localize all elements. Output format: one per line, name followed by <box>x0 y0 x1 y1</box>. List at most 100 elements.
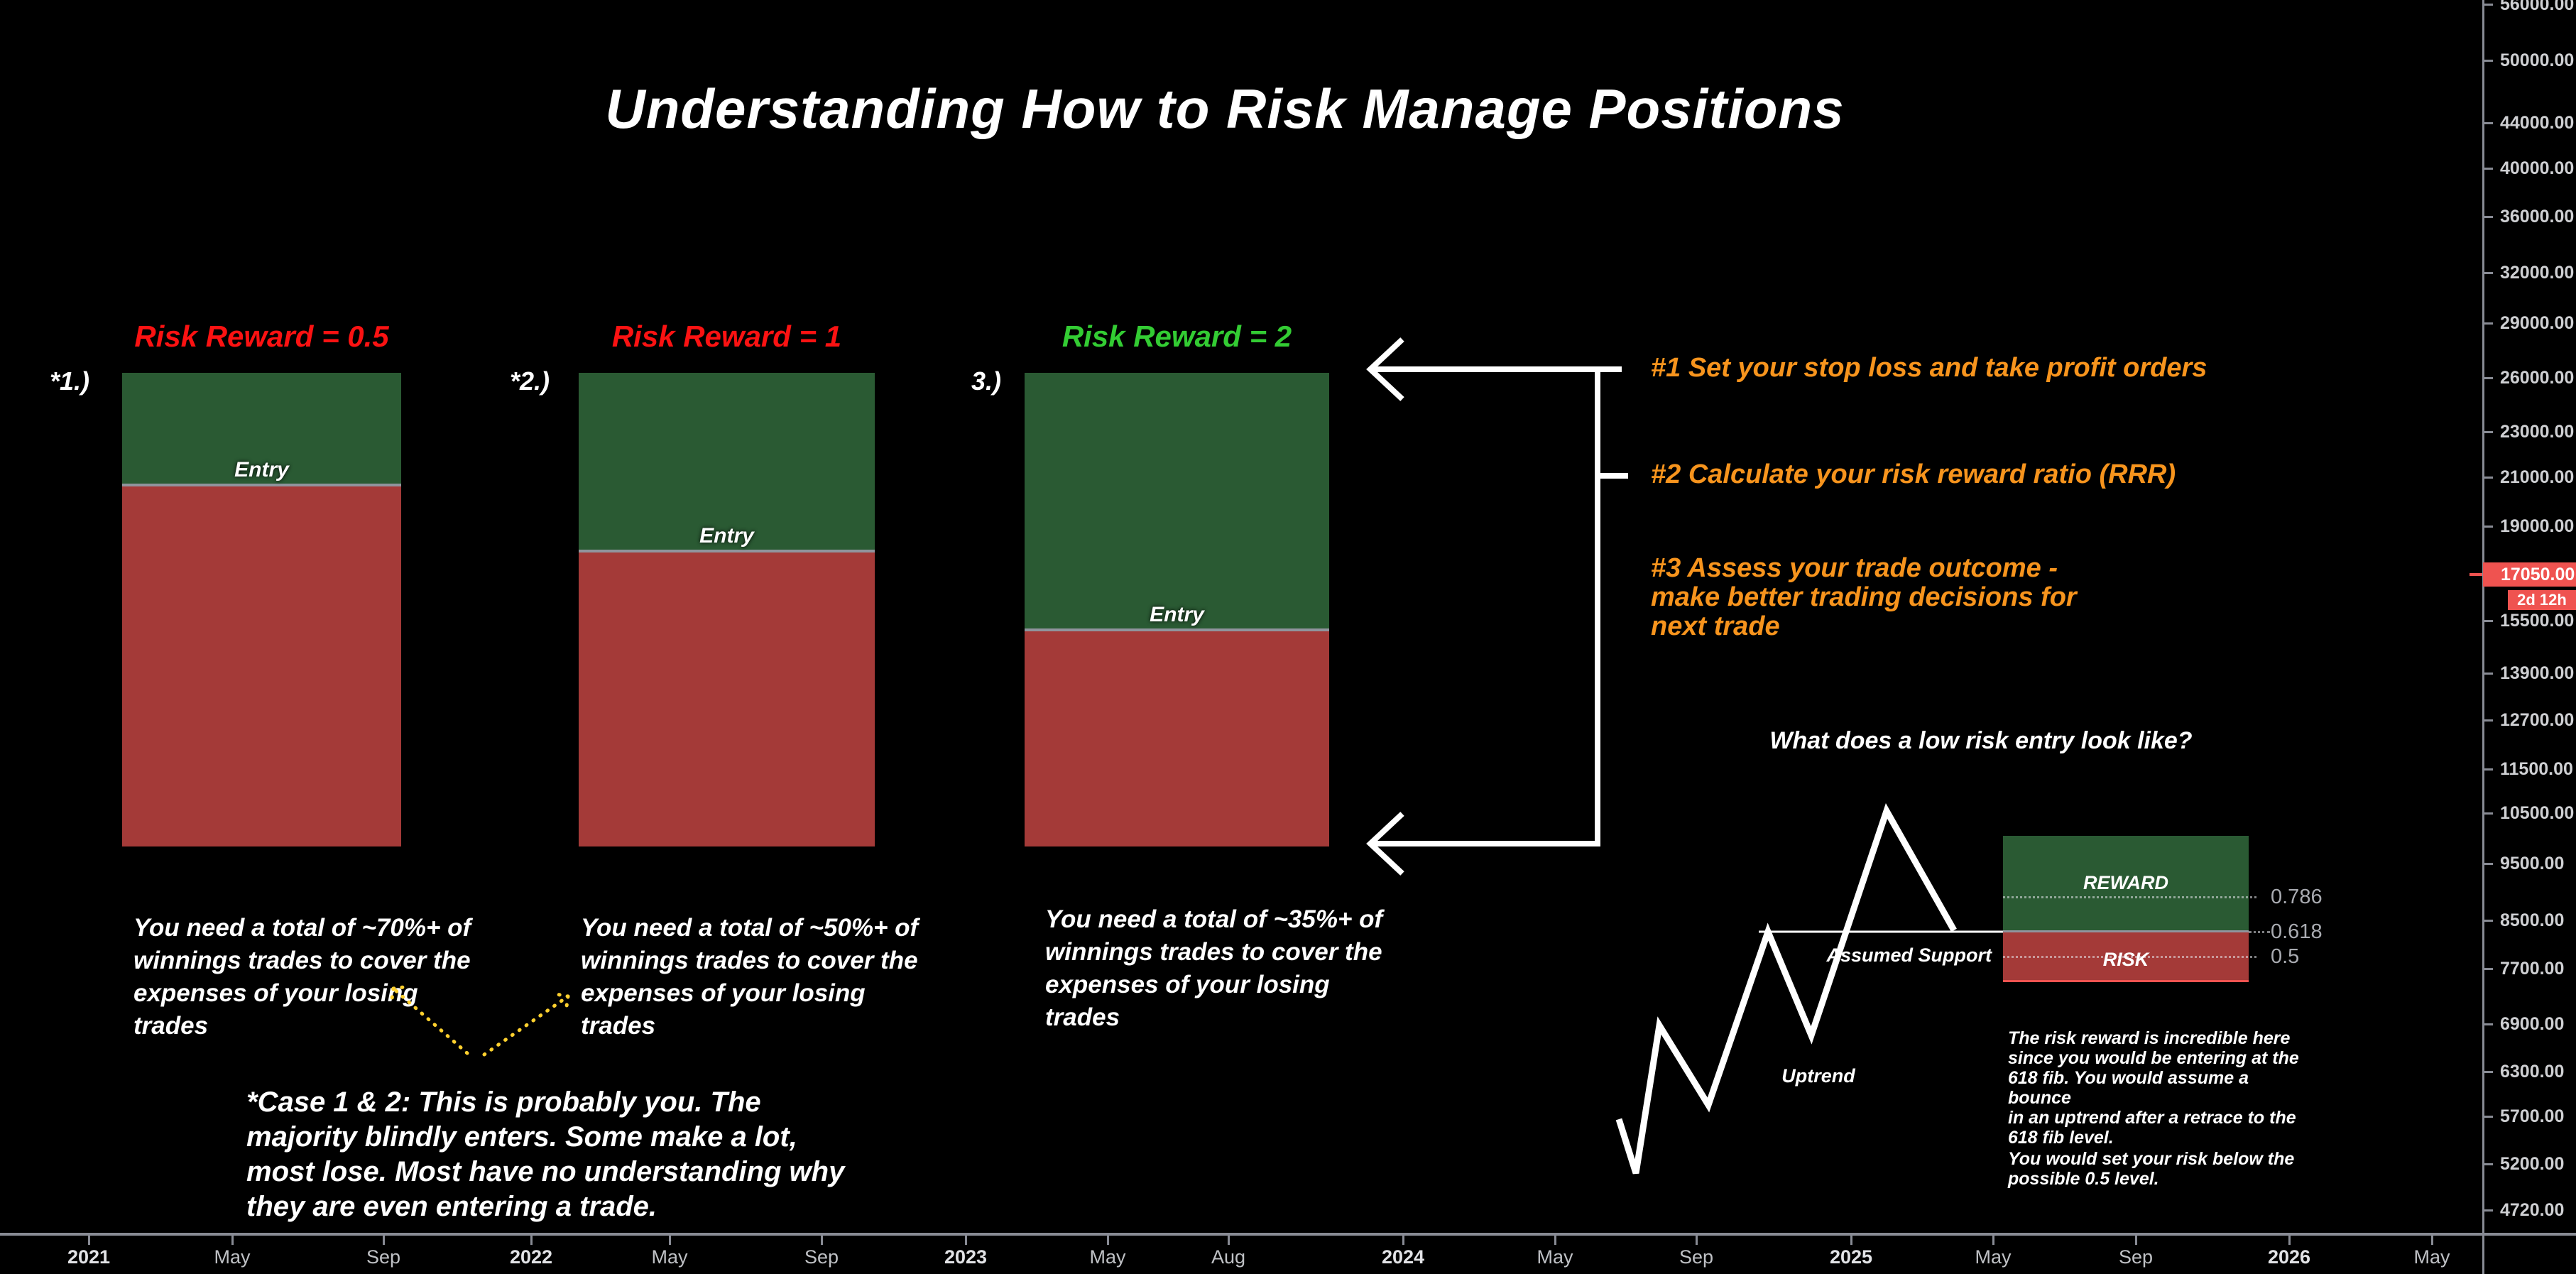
bar3-case-label: 3.) <box>971 366 1002 396</box>
price-tick-label: 44000.00 <box>2500 113 2575 133</box>
time-tick-label: May <box>1089 1246 1126 1268</box>
price-axis[interactable]: 56000.00 50000.00 44000.00 40000.00 36000.00… <box>2482 0 2576 1234</box>
price-tick <box>2482 377 2493 379</box>
bar3: Entry <box>1025 373 1329 846</box>
time-axis-border <box>0 1233 2576 1236</box>
mini-chart-question: What does a low risk entry look like? <box>1769 727 2193 754</box>
time-tick-label: 2022 <box>509 1246 553 1268</box>
price-tick <box>2482 431 2493 433</box>
price-tick-label: 32000.00 <box>2500 263 2575 283</box>
arrow-left-icon <box>1366 812 1404 876</box>
time-axis[interactable]: 2021 May Sep 2022 May Sep 2023 May Aug 2024 May Sep… <box>0 1233 2576 1274</box>
price-tick-label: 56000.00 <box>2500 0 2575 14</box>
reward-box <box>2003 836 2249 932</box>
fib-line-0786 <box>2003 896 2256 898</box>
fib-line-05 <box>2003 956 2256 958</box>
mini-chart-note-1: The risk reward is incredible here since… <box>2008 1028 2299 1148</box>
uptrend-zigzag-line <box>1615 802 1957 1175</box>
callout-step-2: #2 Calculate your risk reward ratio (RRR… <box>1651 459 2176 489</box>
assumed-support-label: Assumed Support <box>1826 944 1992 966</box>
bar3-entry-line <box>1025 628 1329 631</box>
price-tick-label: 21000.00 <box>2500 467 2575 487</box>
bar3-entry-label: Entry <box>1150 603 1204 626</box>
price-tick-label: 12700.00 <box>2500 710 2575 730</box>
bar2-entry-line <box>579 550 875 552</box>
price-tick <box>2482 719 2493 722</box>
mini-chart-note-2: You would set your risk below the possib… <box>2008 1149 2295 1189</box>
time-tick-label: May <box>651 1246 688 1268</box>
time-tick-label: May <box>1975 1246 2012 1268</box>
price-tick <box>2482 1163 2493 1165</box>
price-tick <box>2482 1209 2493 1212</box>
bar1-entry-label: Entry <box>234 458 289 481</box>
price-tick-label: 10500.00 <box>2500 803 2575 823</box>
time-tick-label: Aug <box>1211 1246 1246 1268</box>
price-tick-label: 4720.00 <box>2500 1200 2565 1220</box>
time-tick-label: May <box>2413 1246 2450 1268</box>
page-title: Understanding How to Risk Manage Positio… <box>605 77 1845 140</box>
time-tick-label: Sep <box>366 1246 401 1268</box>
bar2-risk-zone <box>579 551 875 846</box>
price-tick <box>2482 1116 2493 1118</box>
reward-label: REWARD <box>2083 872 2168 893</box>
price-tick-label: 50000.00 <box>2500 50 2575 70</box>
time-tick <box>2288 1236 2291 1245</box>
price-tick <box>2482 526 2493 528</box>
bar1-title: Risk Reward = 0.5 <box>134 320 389 353</box>
price-tick-label: 19000.00 <box>2500 516 2575 536</box>
price-tick <box>2482 920 2493 922</box>
time-tick <box>965 1236 967 1245</box>
price-tick <box>2482 863 2493 865</box>
time-tick <box>2431 1236 2433 1245</box>
time-tick <box>2135 1236 2137 1245</box>
time-tick <box>1402 1236 1404 1245</box>
bar-countdown-flag: 2d 12h <box>2508 590 2576 610</box>
time-tick-label: 2025 <box>1829 1246 1873 1268</box>
price-tick <box>2482 1071 2493 1073</box>
time-tick <box>530 1236 533 1245</box>
time-tick <box>1992 1236 1994 1245</box>
current-price-value: 17050.00 <box>2501 565 2575 584</box>
price-tick <box>2482 168 2493 170</box>
risk-label: RISK <box>2102 949 2149 970</box>
price-tick <box>2482 122 2493 124</box>
bar2-entry-label: Entry <box>699 524 754 548</box>
price-tick-label: 5200.00 <box>2500 1154 2565 1174</box>
bracket-arrows <box>1366 337 1628 876</box>
dotted-arrow-to-case2 <box>482 994 570 1057</box>
bar1-risk-zone <box>122 485 401 846</box>
price-tick <box>2482 968 2493 970</box>
price-tick <box>2482 812 2493 815</box>
price-tick-label: 13900.00 <box>2500 663 2575 683</box>
price-tick <box>2482 272 2493 274</box>
price-tick-label: 40000.00 <box>2500 158 2575 178</box>
time-tick <box>1696 1236 1698 1245</box>
bar2: Entry <box>579 373 875 846</box>
fib-label-0618: 0.618 <box>2271 920 2323 943</box>
price-tick-label: 6300.00 <box>2500 1062 2565 1082</box>
time-tick-label: May <box>214 1246 251 1268</box>
bar3-title: Risk Reward = 2 <box>1061 320 1292 353</box>
fib-leader-0618 <box>2249 931 2270 933</box>
time-tick-label: 2026 <box>2267 1246 2311 1268</box>
price-tick <box>2482 60 2493 62</box>
price-tick-label: 7700.00 <box>2500 959 2565 979</box>
time-tick-label: May <box>1537 1246 1573 1268</box>
fib-label-05: 0.5 <box>2271 945 2300 968</box>
time-tick-label: 2024 <box>1381 1246 1425 1268</box>
price-tick-label: 23000.00 <box>2500 422 2575 442</box>
price-tick-label: 26000.00 <box>2500 368 2575 388</box>
price-tick-label: 15500.00 <box>2500 611 2575 631</box>
case-1-2-note: *Case 1 & 2: This is probably you. The m… <box>246 1087 845 1222</box>
current-price-flag: 17050.00 <box>2483 562 2576 587</box>
bar1-case-label: *1.) <box>50 366 90 396</box>
price-tick <box>2482 1023 2493 1025</box>
price-tick-label: 11500.00 <box>2500 759 2573 779</box>
dotted-arrow-to-case1 <box>391 986 469 1055</box>
price-tick <box>2482 673 2493 675</box>
bar1: Entry <box>122 373 401 846</box>
time-tick-label: 2023 <box>944 1246 988 1268</box>
